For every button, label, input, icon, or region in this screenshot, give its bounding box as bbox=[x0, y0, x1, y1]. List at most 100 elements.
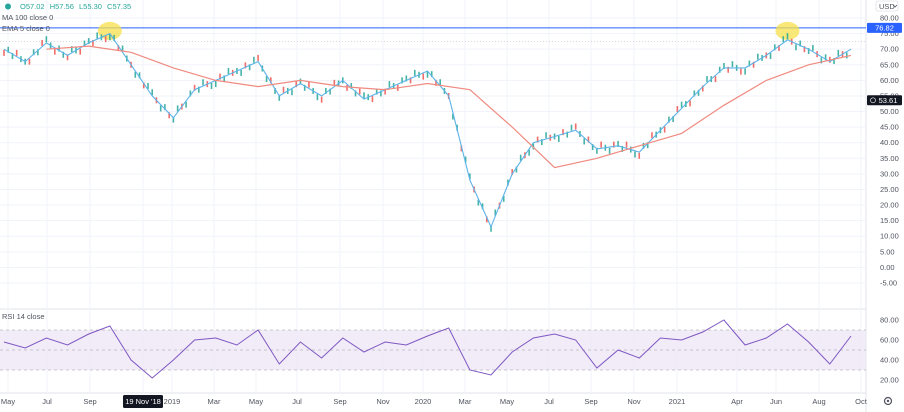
price-candle bbox=[795, 44, 797, 51]
price-candle bbox=[11, 53, 14, 60]
ma-legend-label[interactable]: MA 100 close 0 bbox=[2, 13, 53, 22]
time-tick-label: May bbox=[1, 397, 15, 406]
price-candle bbox=[511, 169, 513, 176]
price-candle bbox=[663, 126, 666, 133]
price-candle bbox=[142, 82, 145, 89]
price-candle bbox=[833, 58, 835, 65]
price-candle bbox=[668, 116, 670, 123]
price-candle bbox=[693, 90, 696, 97]
price-tick-label: 20.00 bbox=[880, 201, 899, 210]
price-candle bbox=[600, 141, 602, 148]
price-tick-label: 60.00 bbox=[880, 76, 899, 85]
status-dot-icon bbox=[5, 3, 11, 10]
price-candle bbox=[646, 142, 649, 149]
price-candle bbox=[164, 104, 166, 111]
price-candle bbox=[515, 166, 518, 173]
price-candle bbox=[253, 56, 255, 63]
price-candle bbox=[185, 101, 187, 108]
price-candle bbox=[176, 105, 179, 112]
price-candle bbox=[596, 147, 598, 154]
price-candle bbox=[172, 116, 175, 123]
peak-highlight-marker bbox=[97, 21, 122, 40]
rsi-tick-label: 60.00 bbox=[880, 336, 899, 345]
price-candle bbox=[528, 149, 530, 156]
price-candle bbox=[151, 89, 154, 96]
price-candle bbox=[613, 141, 615, 148]
price-candle bbox=[778, 44, 780, 51]
price-candle bbox=[257, 54, 259, 61]
price-candle bbox=[786, 33, 789, 40]
time-tick-label: 2019 bbox=[164, 397, 181, 406]
ohlc-close: C57.35 bbox=[107, 2, 131, 11]
crosshair-date-badge bbox=[123, 395, 163, 408]
price-candle bbox=[532, 143, 535, 150]
price-candle bbox=[740, 68, 742, 75]
highlight-markers bbox=[97, 21, 800, 40]
price-candle bbox=[481, 203, 484, 210]
time-tick-label: Jun bbox=[770, 397, 782, 406]
ohlc-legend: O57.02 H57.56 L55.30 C57.35 bbox=[5, 2, 131, 11]
price-candle bbox=[70, 46, 73, 53]
price-candle bbox=[219, 73, 221, 80]
rsi-band bbox=[0, 329, 866, 371]
ohlc-open: O57.02 bbox=[20, 2, 45, 11]
ma-line bbox=[46, 45, 852, 169]
price-candle bbox=[375, 88, 378, 95]
price-candle bbox=[757, 53, 759, 60]
price-candle bbox=[638, 152, 641, 159]
price-candle bbox=[634, 151, 636, 158]
price-candle bbox=[265, 76, 268, 83]
rsi-series bbox=[3, 319, 852, 379]
price-candle bbox=[837, 49, 840, 56]
price-candle bbox=[168, 112, 170, 119]
price-candle bbox=[807, 48, 810, 55]
price-candle bbox=[62, 51, 65, 58]
price-candle bbox=[672, 116, 674, 123]
price-tick-label: 30.00 bbox=[880, 169, 899, 178]
price-candle bbox=[346, 84, 348, 91]
price-candle bbox=[113, 34, 115, 41]
price-candle bbox=[557, 135, 560, 142]
chevron-down-icon bbox=[892, 4, 898, 8]
price-candle bbox=[782, 36, 785, 43]
price-candle bbox=[651, 132, 653, 139]
price-candle bbox=[210, 82, 213, 89]
price-candle bbox=[138, 72, 141, 79]
rsi-tick-label: 40.00 bbox=[880, 356, 899, 365]
price-candle bbox=[240, 69, 242, 76]
time-tick-label: Sep bbox=[333, 397, 346, 406]
ohlc-low: L55.30 bbox=[79, 2, 102, 11]
price-candle bbox=[350, 82, 353, 89]
price-candle bbox=[477, 199, 480, 206]
rsi-legend-label[interactable]: RSI 14 close bbox=[2, 312, 45, 321]
peak-highlight-marker bbox=[775, 21, 800, 40]
price-candle bbox=[15, 49, 18, 56]
price-candle bbox=[689, 100, 691, 107]
price-candle bbox=[325, 87, 327, 94]
price-candle bbox=[464, 156, 467, 163]
currency-selector[interactable]: USD bbox=[875, 0, 899, 12]
rsi-line bbox=[3, 319, 852, 379]
price-candle bbox=[587, 136, 590, 143]
gear-icon[interactable] bbox=[883, 396, 893, 406]
price-candle bbox=[562, 129, 564, 136]
time-tick-label: 2021 bbox=[669, 397, 686, 406]
price-candle bbox=[282, 86, 285, 93]
price-tick-label: 40.00 bbox=[880, 138, 899, 147]
price-candle bbox=[519, 154, 522, 161]
price-candle bbox=[625, 141, 628, 148]
price-candle bbox=[134, 71, 137, 78]
price-candle bbox=[718, 66, 721, 73]
price-candle bbox=[121, 45, 124, 52]
price-candle bbox=[117, 44, 120, 51]
price-candle bbox=[54, 48, 56, 55]
price-tick-label: 25.00 bbox=[880, 185, 899, 194]
price-candle bbox=[3, 49, 5, 56]
resistance-price-label: 76.82 bbox=[875, 23, 894, 32]
price-candle bbox=[723, 63, 725, 70]
price-tick-label: 15.00 bbox=[880, 216, 899, 225]
time-tick-label: Mar bbox=[459, 397, 472, 406]
price-candle bbox=[198, 86, 200, 93]
ema-legend-label[interactable]: EMA 5 close 0 bbox=[2, 24, 50, 33]
